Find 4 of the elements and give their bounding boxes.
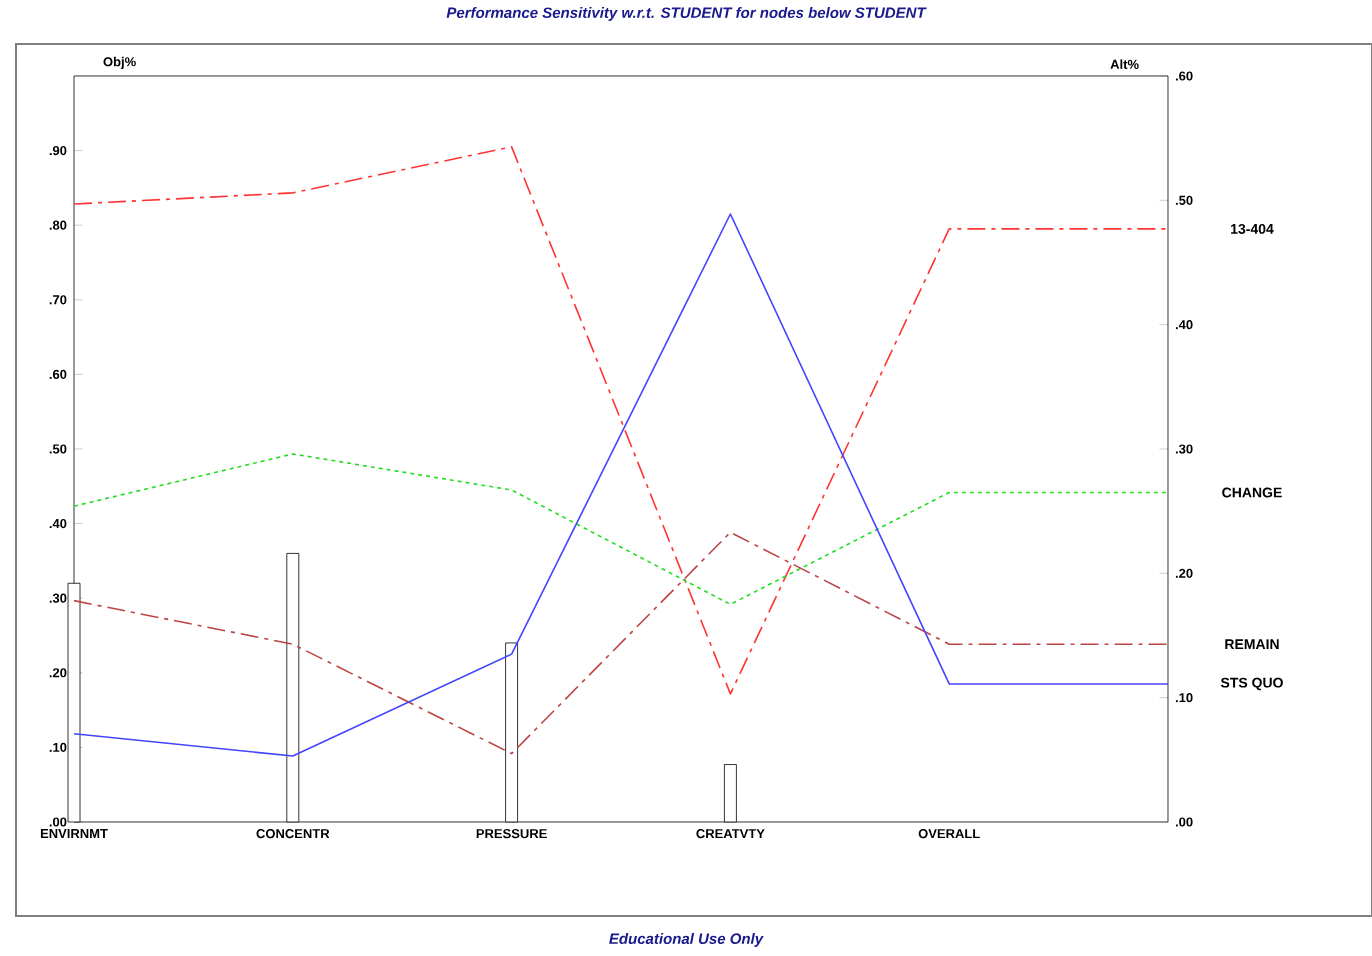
line-series bbox=[73, 531, 1169, 755]
line-series bbox=[73, 213, 1169, 757]
line-series bbox=[73, 453, 1169, 606]
line-series bbox=[73, 146, 1169, 695]
